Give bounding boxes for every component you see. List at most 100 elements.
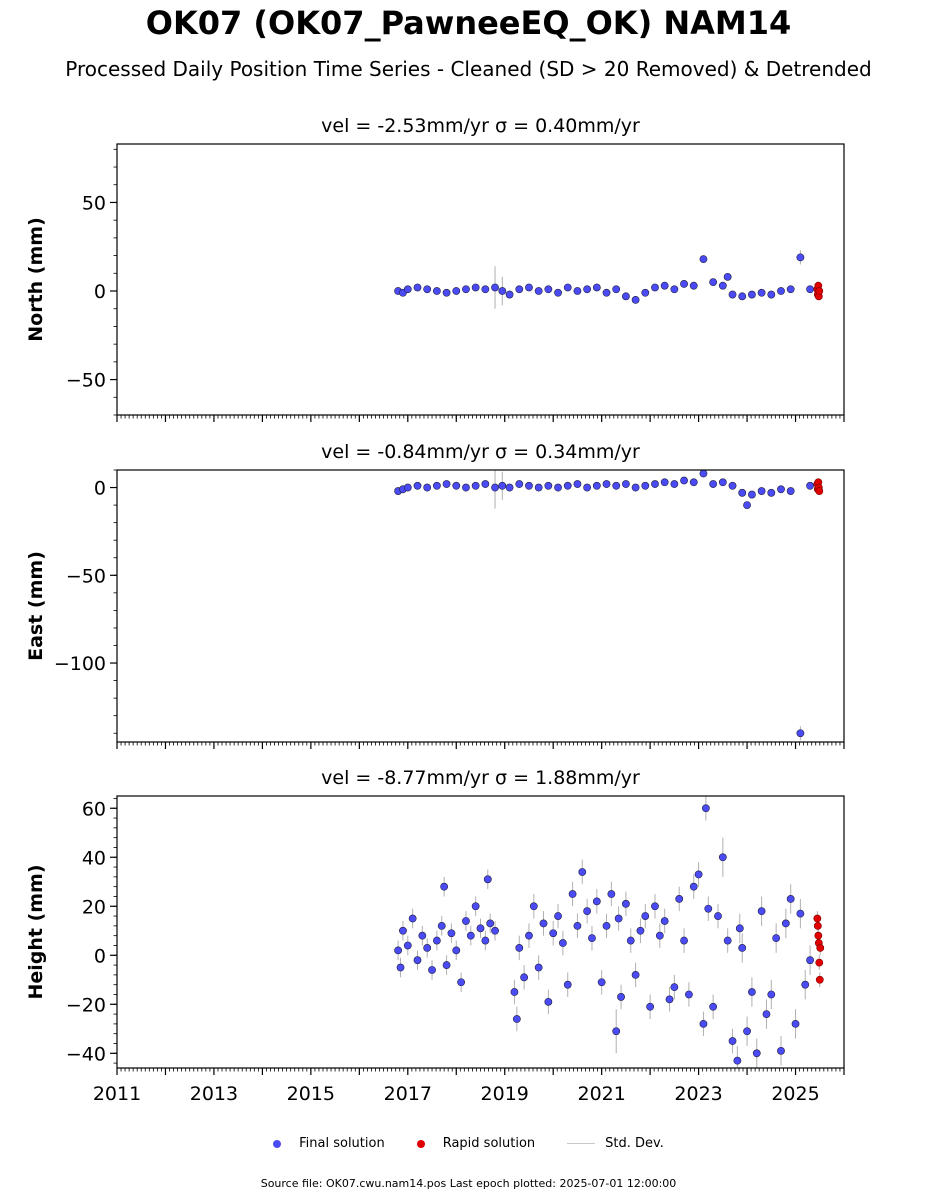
panel-title: vel = -8.77mm/yr σ = 1.88mm/yr: [321, 767, 640, 789]
y-axis-label: Height (mm): [25, 864, 47, 999]
final-solution-point: [442, 288, 451, 297]
final-solution-point: [612, 1027, 621, 1036]
y-tick-label: −20: [66, 994, 106, 1016]
final-solution-point: [718, 478, 727, 487]
final-solution-point: [660, 281, 669, 290]
final-solution-point: [786, 285, 795, 294]
y-tick-label: 60: [82, 798, 106, 820]
final-solution-point: [602, 288, 611, 297]
final-solution-point: [660, 478, 669, 487]
final-solution-point: [491, 483, 499, 492]
legend-label-stddev: Std. Dev.: [605, 1136, 664, 1151]
final-solution-point: [767, 290, 776, 299]
final-solution-point: [534, 287, 543, 295]
final-solution-point: [466, 931, 475, 940]
final-solution-point: [709, 278, 718, 287]
final-solution-point: [680, 936, 688, 945]
final-solution-point: [515, 285, 524, 294]
final-solution-point: [525, 283, 533, 292]
final-solution-point: [689, 478, 698, 487]
final-solution-point: [646, 1002, 655, 1011]
y-axis-label: East (mm): [25, 551, 47, 661]
final-solution-point: [651, 480, 659, 488]
final-solution-point: [437, 921, 446, 930]
final-solution-point: [612, 481, 621, 490]
final-solution-point: [549, 929, 558, 938]
final-solution-point: [680, 476, 688, 485]
final-solution-point: [806, 481, 814, 490]
legend-label-final: Final solution: [299, 1136, 385, 1151]
figure-title: OK07 (OK07_PawneeEQ_OK) NAM14: [145, 4, 792, 42]
final-solution-point: [622, 480, 630, 488]
final-solution-point: [738, 292, 747, 301]
final-solution-point: [558, 939, 567, 947]
final-solution-point: [597, 978, 606, 987]
final-solution-point: [689, 882, 698, 891]
y-tick-label: 50: [82, 192, 106, 214]
final-solution-point: [529, 902, 538, 911]
final-solution-point: [515, 480, 524, 488]
final-solution-point: [592, 897, 601, 906]
final-solution-point: [757, 487, 766, 495]
final-solution-point: [481, 936, 490, 945]
final-solution-point: [806, 956, 814, 965]
final-solution-point: [762, 1010, 771, 1018]
y-tick-label: −40: [66, 1043, 106, 1065]
final-solution-point: [796, 729, 805, 738]
final-solution-point: [428, 966, 436, 974]
final-solution-point: [796, 253, 805, 262]
final-solution-point: [651, 283, 659, 292]
legend-label-rapid: Rapid solution: [442, 1136, 536, 1151]
final-solution-point: [573, 921, 582, 930]
legend-item-stddev: Std. Dev.: [567, 1136, 664, 1151]
final-solution-point: [534, 963, 543, 972]
final-solution-point: [457, 978, 466, 987]
final-solution-point: [607, 890, 616, 898]
final-solution-point: [483, 875, 492, 884]
final-solution-point: [554, 288, 562, 297]
final-solution-point: [728, 1037, 737, 1045]
plot-frame: [116, 143, 845, 416]
final-solution-point: [554, 483, 562, 492]
final-solution-point: [563, 283, 572, 292]
final-solution-point: [403, 483, 412, 492]
final-solution-point: [738, 488, 747, 497]
final-solution-point: [442, 480, 451, 488]
final-solution-point: [423, 483, 432, 492]
final-solution-point: [462, 917, 470, 925]
plot-frame: [116, 469, 845, 743]
final-solution-point: [622, 899, 630, 908]
panel-2: vel = -8.77mm/yr σ = 1.88mm/yr Height (mm…: [25, 767, 845, 1105]
final-solution-point: [520, 973, 529, 982]
rapid-solution-point: [813, 914, 822, 923]
final-solution-point: [631, 483, 640, 492]
final-solution-point: [413, 283, 422, 292]
rapid-solution-point: [813, 921, 822, 930]
final-solution-point: [544, 481, 553, 490]
final-solution-point: [505, 483, 514, 492]
final-solution-point: [418, 931, 427, 940]
rapid-solution-point: [814, 931, 823, 940]
final-solution-point: [592, 283, 601, 292]
final-solution-point: [544, 997, 553, 1006]
final-solution-point: [617, 993, 625, 1001]
y-axis-label: North (mm): [25, 217, 47, 342]
final-solution-point: [772, 934, 781, 943]
final-solution-point: [777, 1046, 785, 1055]
final-solution-point: [447, 929, 456, 938]
final-solution-point: [413, 956, 422, 965]
final-solution-point: [752, 1049, 761, 1058]
final-solution-point: [748, 490, 756, 499]
final-solution-point: [781, 919, 790, 928]
final-solution-point: [791, 1019, 800, 1028]
final-solution-point: [801, 980, 810, 989]
final-solution-point: [471, 481, 480, 490]
final-solution-point: [748, 290, 756, 299]
final-solution-point: [748, 988, 756, 996]
y-tick-label: −50: [66, 370, 106, 392]
rapid-solution-point: [815, 287, 824, 295]
final-solution-point: [767, 990, 776, 999]
final-solution-point: [403, 941, 412, 950]
legend: Final solution Rapid solution Std. Dev.: [0, 1136, 937, 1151]
final-solution-point: [462, 483, 470, 492]
